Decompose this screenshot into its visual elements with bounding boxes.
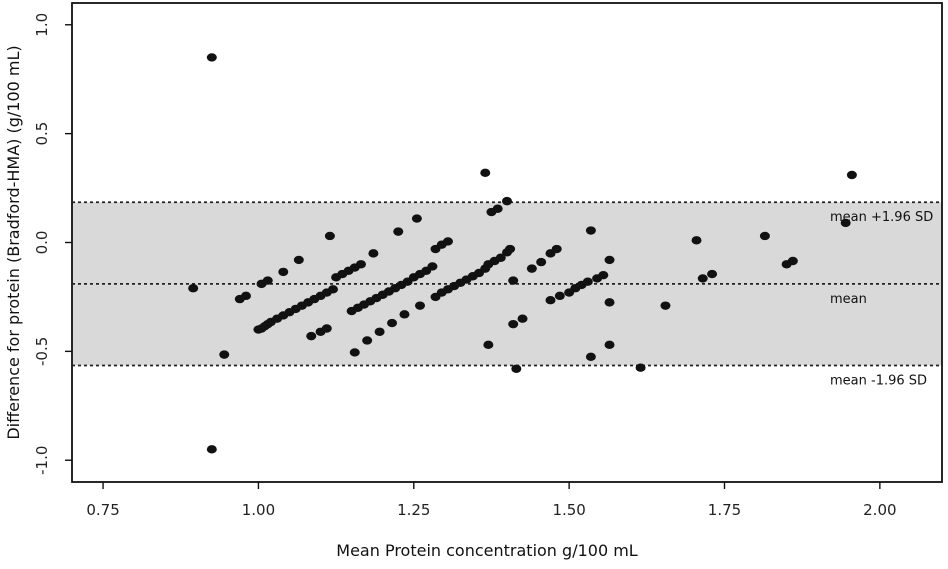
- data-point: [505, 244, 516, 254]
- data-point: [508, 276, 519, 285]
- x-tick-label: 1.75: [708, 501, 741, 519]
- data-point: [483, 340, 494, 350]
- data-point: [846, 170, 857, 180]
- x-tick-label: 1.00: [242, 501, 275, 519]
- data-point: [393, 227, 404, 236]
- data-point: [427, 262, 438, 271]
- x-tick-label: 0.75: [86, 501, 119, 519]
- reference-lines: mean +1.96 SD mean mean -1.96 SD: [72, 201, 942, 389]
- x-tick-label: 1.50: [552, 501, 585, 519]
- data-point: [362, 336, 373, 345]
- reference-line-label: mean -1.96 SD: [830, 374, 927, 389]
- y-tick-label: -0.5: [33, 337, 51, 366]
- data-point: [293, 255, 304, 265]
- data-point: [206, 53, 217, 62]
- data-point: [787, 256, 798, 266]
- data-point: [262, 276, 273, 285]
- data-point: [278, 267, 289, 277]
- data-points: [188, 53, 857, 454]
- data-point: [321, 324, 332, 333]
- data-point: [411, 214, 422, 223]
- x-axis-title: Mean Protein concentration g/100 mL: [336, 541, 638, 560]
- data-point: [387, 318, 398, 328]
- data-point: [511, 364, 522, 373]
- data-point: [368, 249, 379, 258]
- data-point: [306, 331, 317, 341]
- y-tick-label: 0.0: [33, 231, 51, 255]
- x-tick-label: 1.25: [397, 501, 430, 519]
- data-point: [517, 314, 528, 323]
- data-point: [374, 327, 385, 336]
- data-point: [604, 298, 615, 307]
- data-point: [604, 255, 615, 265]
- data-point: [442, 237, 453, 246]
- data-point: [480, 168, 491, 178]
- data-point: [691, 236, 702, 245]
- data-point: [604, 340, 615, 350]
- data-point: [492, 204, 503, 213]
- x-tick-label: 2.00: [863, 501, 896, 519]
- y-tick-label: 1.0: [33, 13, 51, 37]
- data-point: [545, 295, 556, 305]
- data-point: [415, 301, 425, 310]
- data-point: [697, 274, 708, 283]
- data-point: [585, 352, 596, 362]
- data-point: [660, 301, 671, 310]
- y-tick-label: -1.0: [33, 446, 51, 475]
- data-point: [355, 260, 366, 269]
- data-point: [582, 277, 593, 286]
- data-point: [585, 226, 596, 235]
- x-axis: 0.75 1.00 1.25 1.50 1.75 2.00: [86, 482, 897, 519]
- data-point: [536, 257, 547, 267]
- data-point: [241, 291, 251, 301]
- data-point: [502, 196, 512, 206]
- data-point: [598, 270, 609, 280]
- data-point: [349, 348, 360, 357]
- reference-line-label: mean: [830, 292, 867, 307]
- data-point: [554, 291, 565, 301]
- y-axis-title: Difference for protein (Bradford-HMA) (g…: [4, 45, 23, 439]
- data-point: [759, 231, 770, 241]
- data-point: [399, 310, 410, 319]
- data-point: [551, 244, 562, 254]
- data-point: [508, 319, 519, 329]
- data-point: [840, 218, 851, 228]
- data-point: [495, 253, 506, 262]
- data-point: [526, 264, 537, 273]
- data-point: [206, 445, 217, 454]
- data-point: [188, 284, 199, 293]
- y-axis: -1.0 -0.5 0.0 0.5 1.0: [33, 13, 72, 475]
- data-point: [324, 231, 335, 241]
- data-point: [219, 350, 230, 359]
- data-point: [328, 285, 338, 294]
- data-point: [635, 363, 646, 372]
- reference-line-label: mean +1.96 SD: [830, 210, 933, 225]
- data-point: [707, 269, 718, 279]
- y-tick-label: 0.5: [33, 122, 51, 146]
